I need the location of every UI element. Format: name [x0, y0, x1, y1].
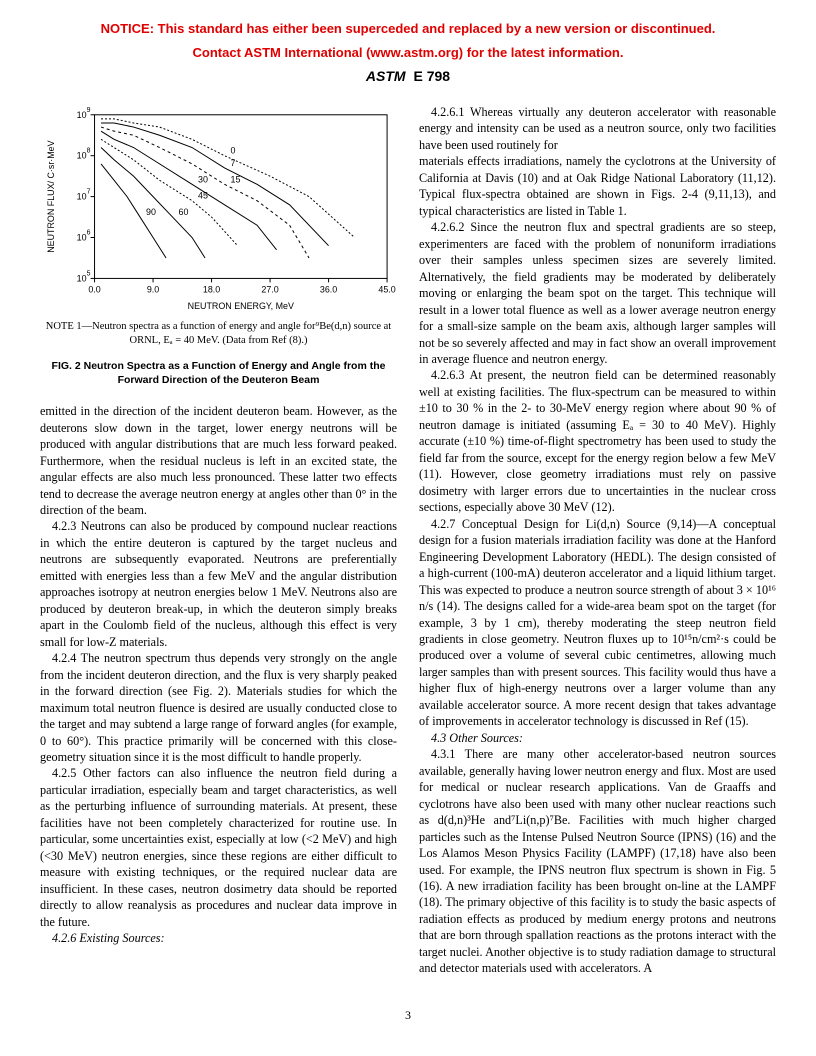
svg-text:27.0: 27.0 [261, 284, 278, 294]
svg-text:7: 7 [87, 189, 91, 196]
svg-text:0: 0 [231, 146, 236, 156]
svg-text:10: 10 [77, 110, 87, 120]
para-4-2-6: 4.2.6 Existing Sources: [40, 930, 397, 946]
notice-line2: Contact ASTM International (www.astm.org… [40, 44, 776, 62]
two-column-body: 0.09.018.027.036.045.0105106107108109NEU… [40, 104, 776, 977]
para-4-2-6-text: 4.2.6 Existing Sources: [52, 931, 165, 945]
svg-text:36.0: 36.0 [320, 284, 337, 294]
para-4-2-6-1-cont: materials effects irradiations, namely t… [419, 153, 776, 219]
svg-text:10: 10 [77, 151, 87, 161]
figure-block: 0.09.018.027.036.045.0105106107108109NEU… [40, 104, 397, 387]
svg-text:7: 7 [231, 158, 236, 168]
para-4-3: 4.3 Other Sources: [419, 730, 776, 746]
svg-text:NEUTRON ENERGY, MeV: NEUTRON ENERGY, MeV [188, 301, 294, 311]
svg-text:8: 8 [87, 148, 91, 155]
para-4-3-1: 4.3.1 There are many other accelerator-b… [419, 746, 776, 977]
standard-header: ASTM E 798 [40, 67, 776, 86]
para-4-2-6-2: 4.2.6.2 Since the neutron flux and spect… [419, 219, 776, 367]
svg-text:5: 5 [87, 270, 91, 277]
svg-text:18.0: 18.0 [203, 284, 220, 294]
page-number: 3 [40, 1007, 776, 1023]
figure-chart: 0.09.018.027.036.045.0105106107108109NEU… [40, 104, 397, 314]
para-4-3-text: 4.3 Other Sources: [431, 731, 523, 745]
para-continuation: emitted in the direction of the incident… [40, 403, 397, 518]
svg-text:9.0: 9.0 [147, 284, 159, 294]
figure-note: NOTE 1—Neutron spectra as a function of … [40, 320, 397, 348]
svg-text:10: 10 [77, 273, 87, 283]
svg-text:60: 60 [179, 207, 189, 217]
para-4-2-6-1: 4.2.6.1 Whereas virtually any deuteron a… [419, 104, 776, 153]
astm-logo: ASTM [366, 67, 406, 86]
svg-text:15: 15 [231, 174, 241, 184]
svg-text:90: 90 [146, 207, 156, 217]
svg-text:10: 10 [77, 232, 87, 242]
para-4-2-3: 4.2.3 Neutrons can also be produced by c… [40, 518, 397, 650]
svg-text:45.0: 45.0 [378, 284, 395, 294]
para-4-2-7: 4.2.7 Conceptual Design for Li(d,n) Sour… [419, 516, 776, 730]
svg-text:NEUTRON FLUX/ C·sr·MeV: NEUTRON FLUX/ C·sr·MeV [46, 140, 56, 252]
svg-text:9: 9 [87, 107, 91, 114]
svg-text:6: 6 [87, 230, 91, 237]
standard-number: E 798 [413, 68, 450, 84]
svg-text:45: 45 [198, 191, 208, 201]
figure-title: FIG. 2 Neutron Spectra as a Function of … [40, 359, 397, 387]
notice-line1: NOTICE: This standard has either been su… [40, 20, 776, 38]
para-4-2-5: 4.2.5 Other factors can also influence t… [40, 765, 397, 930]
para-4-2-4: 4.2.4 The neutron spectrum thus depends … [40, 650, 397, 765]
svg-text:10: 10 [77, 192, 87, 202]
svg-text:30: 30 [198, 174, 208, 184]
para-4-2-6-3: 4.2.6.3 At present, the neutron field ca… [419, 367, 776, 515]
svg-text:0.0: 0.0 [88, 284, 100, 294]
